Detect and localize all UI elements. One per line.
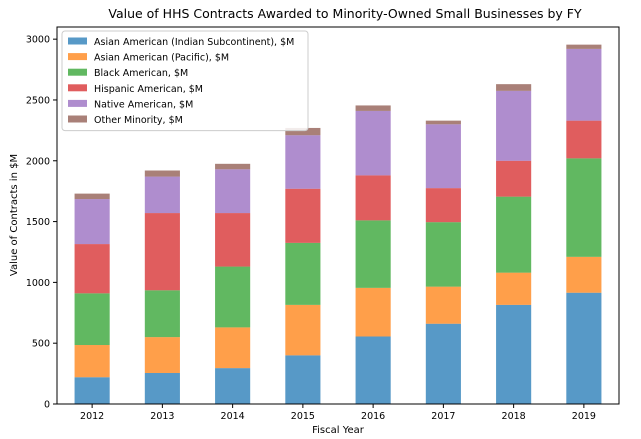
bar-segment-2015-s2 — [285, 242, 321, 305]
bar-segment-2016-s5 — [355, 105, 391, 111]
legend-entry: Native American, $M — [94, 99, 193, 110]
bar-segment-2014-s1 — [215, 327, 251, 369]
legend-entry: Black American, $M — [94, 68, 188, 79]
legend-swatch — [68, 84, 87, 92]
bar-segment-2017-s5 — [425, 120, 461, 125]
y-axis: 0 500 1000 1500 2000 2500 3000 — [26, 35, 57, 411]
bar-segment-2018-s3 — [496, 160, 532, 197]
bar-segment-2012-s3 — [74, 244, 110, 294]
bar-segment-2014-s2 — [215, 266, 251, 328]
bar-segment-2014-s5 — [215, 163, 251, 170]
legend: Asian American (Indian Subcontinent), $M… — [61, 30, 309, 132]
x-tick-label: 2017 — [431, 411, 455, 422]
bar-segment-2013-s1 — [144, 337, 180, 373]
y-tick-label: 0 — [44, 400, 50, 411]
bar-segment-2017-s2 — [425, 222, 461, 287]
y-tick-label: 1000 — [26, 278, 50, 289]
legend-entry: Asian American (Indian Subcontinent), $M — [94, 37, 294, 48]
legend-entry: Other Minority, $M — [94, 115, 183, 126]
bar-segment-2013-s5 — [144, 170, 180, 177]
bar-segment-2014-s0 — [215, 368, 251, 404]
bar-segment-2018-s2 — [496, 196, 532, 273]
bar-segment-2013-s4 — [144, 176, 180, 214]
x-axis: 2012 2013 2014 2015 2016 2017 2018 2019 — [80, 404, 596, 422]
bar-segment-2016-s1 — [355, 287, 391, 337]
bar-segment-2017-s1 — [425, 286, 461, 324]
bar-segment-2017-s0 — [425, 323, 461, 404]
legend-swatch — [68, 99, 87, 107]
bar-segment-2016-s2 — [355, 220, 391, 288]
legend-swatch — [68, 68, 87, 76]
legend-entry: Asian American (Pacific), $M — [94, 53, 229, 64]
bar-segment-2013-s2 — [144, 290, 180, 338]
chart-title: Value of HHS Contracts Awarded to Minori… — [108, 6, 582, 21]
legend-swatch — [68, 53, 87, 61]
bar-segment-2012-s0 — [74, 377, 110, 404]
y-axis-label: Value of Contracts in $M — [9, 154, 20, 276]
plot-frame — [56, 26, 620, 405]
legend-swatch — [68, 115, 87, 123]
bar-segment-2016-s0 — [355, 336, 391, 404]
y-tick-label: 3000 — [26, 35, 50, 46]
bar-segment-2012-s2 — [74, 293, 110, 346]
bar-segment-2018-s1 — [496, 272, 532, 305]
y-tick-label: 2500 — [26, 95, 50, 106]
x-tick-label: 2015 — [291, 411, 315, 422]
y-tick-label: 2000 — [26, 156, 50, 167]
bar-segment-2019-s0 — [566, 292, 602, 404]
bar-segment-2015-s0 — [285, 355, 321, 404]
bar-segment-2019-s5 — [566, 44, 602, 49]
bar-segment-2012-s4 — [74, 199, 110, 245]
bar-segment-2018-s0 — [496, 304, 532, 404]
bar-segment-2012-s1 — [74, 345, 110, 378]
legend-entry: Hispanic American, $M — [94, 84, 203, 95]
bars-group — [74, 44, 602, 404]
bar-segment-2015-s5 — [285, 127, 321, 136]
bar-segment-2013-s0 — [144, 372, 180, 404]
x-tick-label: 2012 — [80, 411, 104, 422]
x-tick-label: 2013 — [150, 411, 174, 422]
bar-segment-2013-s3 — [144, 213, 180, 291]
bar-segment-2017-s3 — [425, 188, 461, 223]
x-axis-label: Fiscal Year — [312, 425, 365, 436]
bar-segment-2017-s4 — [425, 124, 461, 189]
x-tick-label: 2019 — [572, 411, 596, 422]
y-tick-label: 500 — [32, 339, 50, 350]
bar-segment-2012-s5 — [74, 193, 110, 200]
x-tick-label: 2016 — [361, 411, 385, 422]
bar-segment-2019-s3 — [566, 120, 602, 159]
bar-segment-2018-s4 — [496, 90, 532, 161]
bar-segment-2014-s3 — [215, 213, 251, 267]
y-tick-label: 1500 — [26, 217, 50, 228]
x-tick-label: 2018 — [502, 411, 526, 422]
bar-segment-2014-s4 — [215, 169, 251, 214]
bar-segment-2018-s5 — [496, 84, 532, 91]
x-tick-label: 2014 — [221, 411, 245, 422]
legend-box — [61, 30, 309, 132]
bar-segment-2019-s1 — [566, 256, 602, 293]
bar-segment-2016-s4 — [355, 110, 391, 176]
bar-segment-2015-s4 — [285, 135, 321, 189]
legend-swatch — [68, 37, 87, 45]
bar-segment-2019-s2 — [566, 158, 602, 257]
bar-segment-2015-s1 — [285, 304, 321, 356]
bar-segment-2016-s3 — [355, 175, 391, 221]
bar-segment-2015-s3 — [285, 188, 321, 243]
bar-segment-2019-s4 — [566, 48, 602, 121]
